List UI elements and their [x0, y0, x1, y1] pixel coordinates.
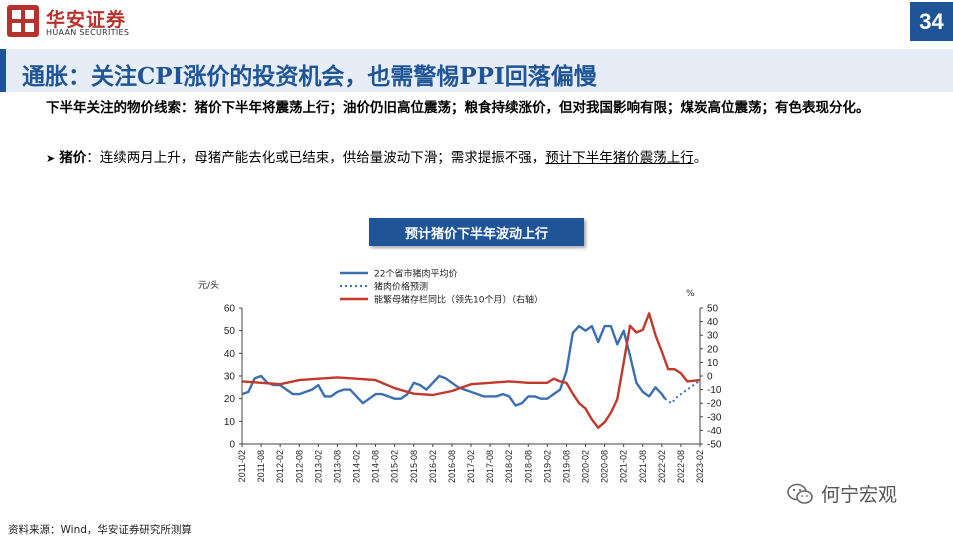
wechat-icon — [787, 483, 813, 504]
x-tick-label: 2017-02 — [466, 450, 476, 483]
series-line-1 — [664, 379, 701, 405]
right-tick-label: 0 — [707, 372, 713, 383]
left-tick-label: 40 — [224, 349, 236, 360]
logo-chinese-name: 华安证券 — [46, 9, 127, 31]
left-tick-label: 20 — [224, 394, 236, 405]
x-tick-label: 2012-08 — [294, 450, 304, 483]
logo-english-name: HUAAN SECURITIES — [46, 28, 130, 37]
bullet-keyword: 猪价 — [59, 150, 87, 166]
legend-label-1: 猪肉价格预测 — [374, 281, 428, 293]
right-tick-label: 40 — [707, 317, 719, 328]
company-logo: 华安证券 HUAAN SECURITIES — [6, 4, 136, 40]
x-tick-label: 2013-08 — [332, 450, 342, 483]
x-tick-label: 2023-02 — [695, 450, 705, 483]
x-tick-label: 2016-02 — [428, 450, 438, 483]
right-tick-label: 50 — [707, 304, 719, 315]
right-tick-label: -10 — [707, 385, 722, 396]
x-tick-label: 2021-08 — [638, 450, 648, 483]
x-tick-label: 2022-08 — [676, 450, 686, 483]
right-tick-label: 20 — [707, 344, 719, 355]
x-tick-label: 2015-02 — [390, 450, 400, 483]
legend-label-2: 能繁母猪存栏同比（领先10个月）（右轴） — [374, 294, 543, 306]
watermark: 何宁宏观 — [787, 480, 897, 507]
title-bar: 通胀：关注CPI涨价的投资机会，也需警惕PPI回落偏慢 — [0, 49, 953, 92]
x-tick-label: 2014-08 — [371, 450, 381, 483]
watermark-text: 何宁宏观 — [821, 484, 898, 506]
right-tick-label: 30 — [707, 331, 719, 342]
bullet-text: ：连续两月上升，母猪产能去化或已结束，供给量波动下滑；需求提振不强， — [86, 150, 546, 166]
legend-label-0: 22个省市猪肉平均价 — [374, 268, 457, 280]
x-tick-label: 2019-08 — [561, 450, 571, 483]
title-accent — [0, 49, 6, 92]
left-tick-label: 60 — [224, 304, 236, 315]
page-title: 通胀：关注CPI涨价的投资机会，也需警惕PPI回落偏慢 — [22, 63, 597, 90]
series-line-0 — [241, 324, 666, 407]
x-tick-label: 2014-02 — [352, 450, 362, 483]
x-tick-label: 2018-08 — [523, 450, 533, 483]
right-tick-label: -40 — [707, 426, 722, 437]
left-tick-label: 50 — [224, 326, 236, 337]
x-tick-label: 2020-08 — [600, 450, 610, 483]
x-tick-label: 2017-08 — [485, 450, 495, 483]
bullet-arrow-icon: ➤ — [46, 152, 56, 165]
x-tick-label: 2021-02 — [619, 450, 629, 483]
x-tick-label: 2013-02 — [313, 450, 323, 483]
page-number-badge: 34 — [910, 2, 953, 41]
bullet-pig-price: ➤ 猪价：连续两月上升，母猪产能去化或已结束，供给量波动下滑；需求提振不强，预计下… — [46, 148, 707, 169]
x-tick-label: 2022-02 — [657, 450, 667, 483]
x-tick-label: 2011-08 — [256, 450, 266, 482]
x-tick-label: 2020-02 — [581, 450, 591, 483]
left-tick-label: 10 — [224, 417, 236, 428]
x-tick-label: 2015-08 — [409, 450, 419, 483]
right-tick-label: 10 — [707, 358, 719, 369]
right-tick-label: -20 — [707, 399, 722, 410]
left-tick-label: 0 — [229, 440, 235, 451]
x-tick-label: 2016-08 — [447, 450, 457, 483]
summary-text: 下半年关注的物价线索：猪价下半年将震荡上行；油价仍旧高位震荡；粮食持续涨价，但对… — [46, 100, 870, 116]
x-tick-label: 2011-02 — [237, 450, 247, 482]
source-note: 资料来源：Wind，华安证券研究所测算 — [8, 524, 192, 536]
left-tick-label: 30 — [224, 372, 236, 383]
company-logo-mark-icon — [7, 5, 39, 37]
series-line-2 — [241, 312, 701, 429]
x-tick-label: 2019-02 — [542, 450, 552, 483]
right-axis-unit: % — [686, 289, 695, 299]
bullet-highlight: 预计下半年猪价震荡上行 — [545, 150, 694, 166]
x-tick-label: 2018-02 — [504, 450, 514, 483]
x-tick-label: 2012-02 — [275, 450, 285, 483]
right-tick-label: -50 — [707, 440, 722, 451]
chart-title: 预计猪价下半年波动上行 — [369, 218, 584, 246]
right-tick-label: -30 — [707, 412, 722, 423]
left-axis-unit: 元/头 — [198, 280, 219, 291]
pig-price-chart: 元/头% 0 10 20 30 40 50 60 -50 -40 -30 -20 -10 0 10 20 30 4… — [198, 268, 722, 484]
bullet-end: 。 — [693, 150, 708, 166]
